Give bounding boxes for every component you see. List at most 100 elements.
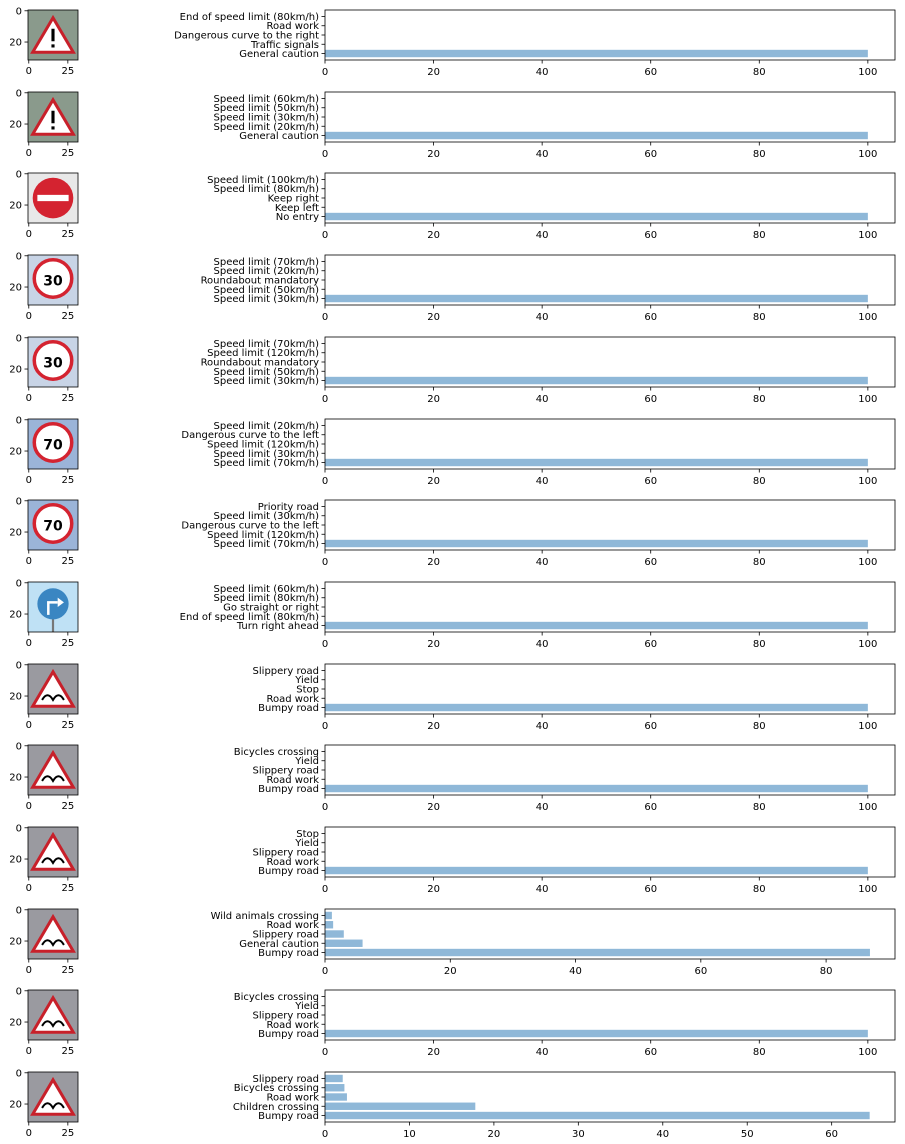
ytick-label: Speed limit (120km/h) xyxy=(207,348,319,359)
arrow-head xyxy=(57,597,64,607)
xtick-label: 20 xyxy=(427,721,440,732)
ytick-label: Speed limit (60km/h) xyxy=(214,94,320,105)
speed-limit-70-sign-icon xyxy=(27,499,79,551)
xtick-label: 40 xyxy=(536,884,549,895)
thumbnail-ytick-label: 0 xyxy=(16,169,22,180)
xtick-label: 100 xyxy=(858,639,877,650)
xtick-label: 20 xyxy=(427,67,440,78)
ytick-label: Speed limit (70km/h) xyxy=(214,339,320,350)
bar xyxy=(325,784,868,793)
xtick-label: 20 xyxy=(444,966,457,977)
xtick-label: 20 xyxy=(427,557,440,568)
xtick-label: 100 xyxy=(858,557,877,568)
ytick-label: Keep left xyxy=(275,203,319,214)
ytick-label: Speed limit (30km/h) xyxy=(214,113,320,124)
ytick-label: Road work xyxy=(267,694,320,705)
axes-frame xyxy=(324,1071,896,1123)
axes-frame xyxy=(324,336,896,388)
sign-number: 30 xyxy=(43,355,63,371)
bar xyxy=(325,49,868,58)
thumbnail-xtick-label: 0 xyxy=(26,1128,32,1139)
xtick-label: 80 xyxy=(753,639,766,650)
xtick-label: 20 xyxy=(427,476,440,487)
ytick-label: End of speed limit (80km/h) xyxy=(180,612,319,623)
xtick-label: 80 xyxy=(753,149,766,160)
xtick-label: 60 xyxy=(644,557,657,568)
thumbnail-xtick-label: 25 xyxy=(61,883,74,894)
bumpy-road-sign-icon xyxy=(27,908,79,960)
xtick-label: 40 xyxy=(536,230,549,241)
ytick-label: Speed limit (50km/h) xyxy=(214,103,320,114)
exclamation-bar xyxy=(51,110,55,124)
ytick-label: End of speed limit (80km/h) xyxy=(180,12,319,23)
ytick-label: Speed limit (60km/h) xyxy=(214,584,320,595)
bumps-glyph xyxy=(41,694,65,702)
bumps-glyph xyxy=(41,939,65,947)
xtick-label: 80 xyxy=(753,802,766,813)
ytick-label: Slippery road xyxy=(253,930,319,941)
axes-frame xyxy=(324,9,896,61)
xtick-label: 60 xyxy=(644,639,657,650)
xtick-label: 0 xyxy=(322,1129,328,1140)
ytick-label: Road work xyxy=(267,857,320,868)
ytick-label: No entry xyxy=(276,212,319,223)
xtick-label: 10 xyxy=(403,1129,416,1140)
bumpy-road-sign-icon xyxy=(27,826,79,878)
thumbnail-xtick-label: 25 xyxy=(61,475,74,486)
thumbnail-panel: 0 20 0 25 xyxy=(9,1068,79,1139)
thumbnail-xtick-label: 0 xyxy=(26,1046,32,1057)
axes-frame xyxy=(324,172,896,224)
xtick-label: 0 xyxy=(322,557,328,568)
thumbnail-xtick-label: 0 xyxy=(26,393,32,404)
ytick-label: Speed limit (30km/h) xyxy=(214,511,320,522)
bumps-glyph xyxy=(41,775,65,783)
xtick-label: 20 xyxy=(427,1047,440,1058)
thumbnail-xtick-label: 25 xyxy=(61,801,74,812)
ytick-label: Road work xyxy=(267,920,320,931)
exclamation-bar xyxy=(51,28,55,42)
sign-number: 30 xyxy=(43,273,63,289)
thumbnail-ytick-label: 0 xyxy=(16,823,22,834)
xtick-label: 40 xyxy=(656,1129,669,1140)
thumbnail-xtick-label: 25 xyxy=(61,311,74,322)
thumbnail-ytick-label: 20 xyxy=(9,38,22,49)
thumbnail-ytick-label: 20 xyxy=(9,283,22,294)
xtick-label: 40 xyxy=(536,721,549,732)
xtick-label: 0 xyxy=(322,884,328,895)
thumbnail-xtick-label: 25 xyxy=(61,148,74,159)
ytick-label: Bicycles crossing xyxy=(234,747,319,758)
exclamation-dot xyxy=(51,126,55,130)
bar xyxy=(325,1102,476,1110)
thumbnail-xtick-label: 25 xyxy=(61,1128,74,1139)
ytick-label: Speed limit (20km/h) xyxy=(214,122,320,133)
ytick-label: Speed limit (20km/h) xyxy=(214,266,320,277)
ytick-label: General caution xyxy=(239,49,319,60)
ytick-label: Stop xyxy=(296,685,319,696)
ytick-label: Speed limit (80km/h) xyxy=(214,593,320,604)
thumbnail-ytick-label: 0 xyxy=(16,905,22,916)
thumbnail-ytick-label: 20 xyxy=(9,610,22,621)
ytick-label: Roundabout mandatory xyxy=(201,358,320,369)
sign-disc xyxy=(37,588,69,620)
thumbnail-panel: 0 20 0 25 xyxy=(9,88,79,159)
axes-frame xyxy=(324,989,896,1041)
bar xyxy=(325,921,334,929)
no-entry-sign-icon xyxy=(27,172,79,224)
xtick-label: 0 xyxy=(322,802,328,813)
axes-frame xyxy=(324,826,896,878)
thumbnail-xtick-label: 25 xyxy=(61,393,74,404)
bar-chart-panel: Speed limit (30km/h)Speed limit (50km/h)… xyxy=(201,336,896,405)
ytick-label: Speed limit (30km/h) xyxy=(214,376,320,387)
